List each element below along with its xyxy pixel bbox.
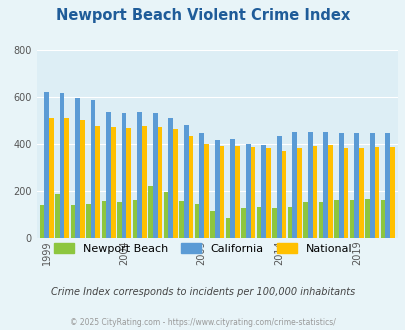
Bar [312,146,316,238]
Bar [389,147,394,238]
Bar [40,205,44,238]
Bar [296,148,301,238]
Bar [64,118,69,238]
Bar [60,93,64,238]
Bar [354,133,358,238]
Bar [106,112,111,238]
Bar [122,113,126,238]
Bar [137,112,142,238]
Bar [245,144,250,238]
Bar [287,207,292,238]
Bar [75,98,80,238]
Bar [183,125,188,238]
Bar [261,145,265,238]
Bar [241,208,245,238]
Bar [358,148,363,238]
Bar [199,133,204,238]
Bar [95,126,100,238]
Text: Crime Index corresponds to incidents per 100,000 inhabitants: Crime Index corresponds to incidents per… [51,287,354,297]
Bar [272,208,276,238]
Bar [307,132,312,238]
Bar [256,207,261,238]
Text: Newport Beach Violent Crime Index: Newport Beach Violent Crime Index [56,8,349,23]
Bar [163,192,168,238]
Bar [230,139,234,238]
Bar [333,200,338,238]
Bar [49,118,53,238]
Bar [204,144,208,238]
Bar [214,140,219,238]
Text: © 2025 CityRating.com - https://www.cityrating.com/crime-statistics/: © 2025 CityRating.com - https://www.city… [70,318,335,327]
Bar [374,147,378,238]
Bar [292,132,296,238]
Bar [111,127,115,238]
Bar [276,137,281,238]
Bar [91,100,95,238]
Bar [380,200,384,238]
Bar [70,205,75,238]
Bar [148,186,152,238]
Bar [327,145,332,238]
Bar [318,202,323,238]
Bar [80,120,84,238]
Bar [132,200,137,238]
Bar [86,204,91,238]
Bar [126,128,131,238]
Bar [349,200,354,238]
Bar [179,201,183,238]
Bar [384,133,389,238]
Bar [55,194,60,238]
Bar [303,202,307,238]
Bar [210,211,214,238]
Bar [219,146,224,238]
Bar [250,147,255,238]
Bar [152,113,157,238]
Bar [101,201,106,238]
Bar [265,148,270,238]
Bar [157,127,162,238]
Bar [323,132,327,238]
Bar [338,133,343,238]
Bar [281,150,286,238]
Bar [369,133,374,238]
Bar [194,204,199,238]
Bar [225,217,230,238]
Bar [44,92,49,238]
Bar [168,118,173,238]
Bar [364,199,369,238]
Legend: Newport Beach, California, National: Newport Beach, California, National [49,239,356,258]
Bar [117,202,121,238]
Bar [234,146,239,238]
Bar [343,148,347,238]
Bar [173,129,177,238]
Bar [142,126,146,238]
Bar [188,137,193,238]
